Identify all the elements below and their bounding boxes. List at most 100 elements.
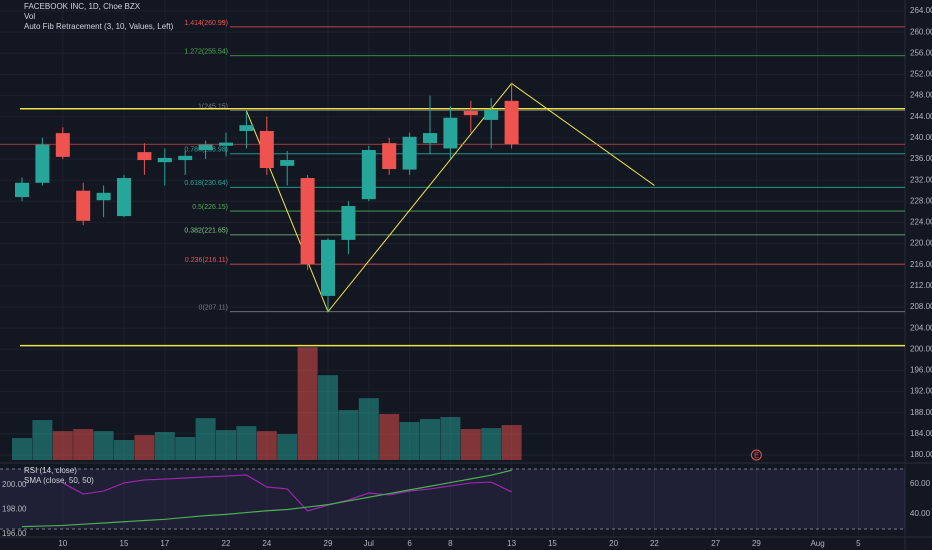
volume-bar — [175, 437, 196, 460]
candle-body — [504, 100, 519, 145]
y-tick-label: 264.00 — [910, 6, 932, 15]
candle-body — [157, 157, 172, 163]
volume-bar — [420, 419, 440, 460]
y-tick-label: 208.00 — [910, 302, 932, 311]
y-tick-label: 260.00 — [910, 27, 932, 36]
candle-body — [443, 117, 458, 149]
y-tick-label: 236.00 — [910, 154, 932, 163]
candle-body — [137, 152, 152, 161]
y-tick-label: 232.00 — [910, 175, 932, 184]
volume-bar — [195, 418, 216, 460]
sma-title: SMA (close, 50, 50) — [24, 476, 94, 485]
candle-body — [463, 110, 478, 116]
x-tick-label: 17 — [160, 539, 169, 548]
event-label: E — [754, 452, 759, 459]
volume-bar — [481, 428, 502, 460]
candle-body — [341, 206, 356, 240]
candle-body — [423, 133, 437, 144]
x-tick-label: 29 — [752, 539, 761, 548]
fib-label: 0.786(236.98) — [184, 147, 228, 154]
candle-body — [117, 178, 131, 217]
x-tick-label: 20 — [609, 539, 618, 548]
fib-label: 1.414(260.99) — [184, 20, 228, 27]
volume-bar — [154, 432, 175, 460]
zigzag — [245, 82, 655, 313]
y-tick-label: 184.00 — [910, 429, 932, 438]
event-marker — [750, 449, 762, 461]
volume-bar — [501, 425, 522, 460]
x-tick-label: 22 — [650, 539, 659, 548]
y-tick-label: 228.00 — [910, 196, 932, 205]
candle-body — [484, 109, 499, 120]
x-tick-label: 8 — [448, 539, 453, 548]
fib-label: 0.236(216.11) — [185, 257, 228, 264]
y-tick-label: 180.00 — [910, 450, 932, 459]
chart-title: FACEBOOK INC, 1D, Choe BZX — [24, 2, 141, 11]
y-tick-label: 204.00 — [910, 323, 932, 332]
rsi-line — [62, 474, 512, 512]
x-tick-label: 10 — [58, 539, 67, 548]
y-tick-label: 200.00 — [910, 344, 932, 353]
x-tick-label: 29 — [324, 539, 333, 548]
x-tick-label: 15 — [120, 539, 129, 548]
indicator-title: Auto Fib Retracement (3, 10, Values, Lef… — [24, 22, 174, 31]
candle-body — [280, 160, 295, 166]
y-tick-label: 224.00 — [910, 218, 932, 227]
x-tick-label: 15 — [548, 539, 557, 548]
rsi-title: RSI (14, close) — [24, 466, 77, 475]
candle-body — [239, 125, 254, 131]
candle-body — [198, 144, 213, 151]
candle-body — [259, 130, 274, 168]
volume-bar — [114, 440, 134, 460]
volume-bar — [236, 426, 257, 460]
candle-body — [321, 239, 335, 296]
y-tick-label: 240.00 — [910, 133, 932, 142]
fib-label: 0.618(230.64) — [184, 180, 228, 187]
candle-body — [96, 192, 111, 201]
volume-bar — [460, 428, 481, 460]
x-tick-label: 6 — [407, 539, 412, 548]
rsi-band — [0, 469, 905, 529]
volume-bar — [216, 430, 236, 460]
fib-label: 0(207.11) — [199, 305, 228, 312]
sma-line — [21, 469, 512, 528]
fib-label: 0.5(226.15) — [192, 204, 228, 211]
volume-bar — [52, 431, 73, 460]
volume-bar — [338, 410, 359, 460]
y-tick-label: 244.00 — [910, 112, 932, 121]
fib-label: 1(245.15) — [198, 103, 228, 110]
y-tick-label: 216.00 — [910, 260, 932, 269]
volume-bar — [318, 375, 338, 460]
volume-bar — [256, 431, 277, 460]
fib-label: 0.382(221.65) — [184, 228, 228, 235]
volume-bar — [277, 433, 298, 460]
x-tick-label: 13 — [507, 539, 516, 548]
y-tick-label: 256.00 — [910, 48, 932, 57]
volume-bar — [12, 438, 32, 460]
candle-body — [35, 144, 50, 183]
volume-bar — [93, 431, 114, 460]
volume-bar — [440, 417, 461, 460]
candle-body — [300, 178, 315, 265]
candle-body — [178, 155, 193, 161]
y-tick-label: 188.00 — [910, 408, 932, 417]
candle-body — [402, 136, 417, 170]
rsi-tick-label: 40.00 — [910, 509, 931, 518]
volume-bar — [32, 420, 53, 460]
x-tick-label: 22 — [222, 539, 231, 548]
x-tick-label: Jul — [364, 539, 374, 548]
candle-body — [15, 182, 29, 198]
rsi-tick-label: 60.00 — [910, 479, 931, 488]
sma-tick-label: 196.00 — [2, 529, 27, 538]
sma-tick-label: 198.00 — [2, 505, 27, 514]
candle-body — [76, 190, 91, 221]
x-tick-label: 5 — [856, 539, 861, 548]
x-tick-label: 24 — [262, 539, 271, 548]
volume-bar — [358, 398, 379, 460]
candle-body — [55, 133, 70, 157]
sma-tick-label: 200.00 — [2, 480, 27, 489]
y-tick-label: 220.00 — [910, 239, 932, 248]
x-tick-label: Aug — [810, 539, 824, 548]
candle-body — [361, 150, 376, 200]
